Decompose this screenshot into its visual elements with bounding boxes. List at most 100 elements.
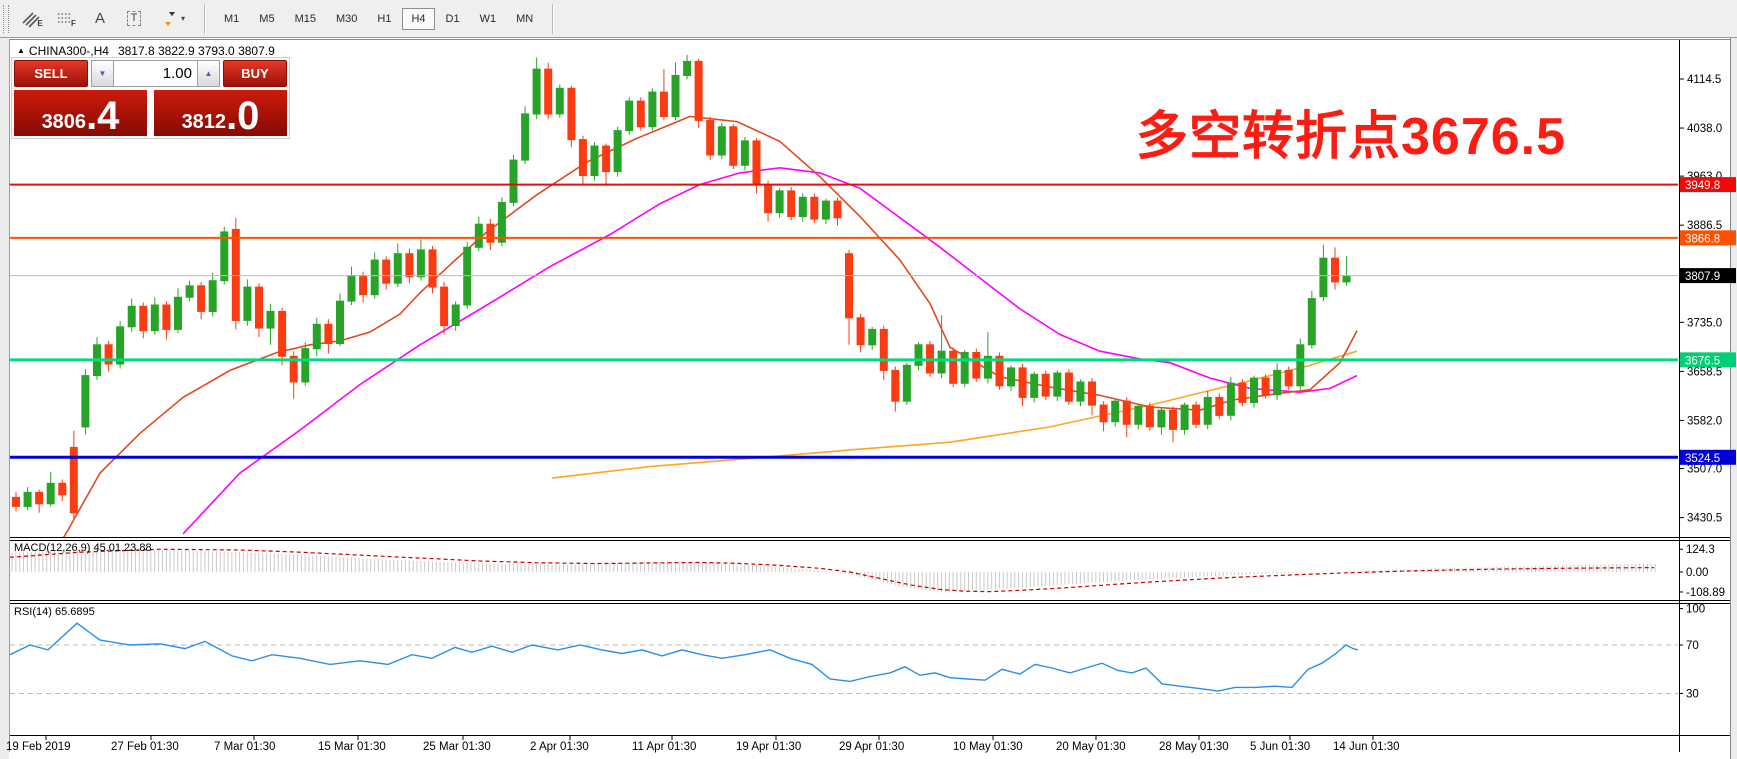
candle <box>1053 372 1062 397</box>
candle <box>972 352 981 379</box>
svg-text:3735.0: 3735.0 <box>1687 317 1722 329</box>
candle <box>312 323 321 350</box>
candle <box>648 91 657 128</box>
candle <box>775 190 784 214</box>
chevron-down-icon: ▾ <box>180 14 185 23</box>
timeframe-button-m1[interactable]: M1 <box>224 12 240 25</box>
sell-button[interactable]: SELL <box>14 60 88 87</box>
timeframe-button-m30[interactable]: M30 <box>335 12 358 25</box>
candle <box>544 68 553 115</box>
candle <box>393 253 402 284</box>
grid-dots-icon[interactable]: F <box>49 6 83 32</box>
candle <box>12 496 20 507</box>
candle <box>243 286 252 321</box>
candle <box>266 310 275 329</box>
rsi-panel-title: RSI(14) 65.6895 <box>14 606 95 618</box>
draw-hatch-icon[interactable]: E <box>15 6 49 32</box>
candle <box>879 328 888 371</box>
candle <box>220 231 229 282</box>
timeframe-button-m5[interactable]: M5 <box>259 12 275 25</box>
svg-text:19 Apr 01:30: 19 Apr 01:30 <box>736 741 801 753</box>
svg-text:14 Jun 01:30: 14 Jun 01:30 <box>1333 741 1400 753</box>
svg-text:10 May 01:30: 10 May 01:30 <box>953 741 1023 753</box>
timeframe-button-h1[interactable]: H1 <box>377 12 392 25</box>
volume-increase-button[interactable]: ▲ <box>197 60 220 87</box>
candle <box>1238 382 1247 403</box>
candle <box>150 304 159 332</box>
candle <box>833 200 842 219</box>
candle <box>451 304 460 326</box>
text-label-icon[interactable]: A <box>83 6 117 32</box>
timeframe-button-w1[interactable]: W1 <box>479 12 497 25</box>
buy-price-box[interactable]: 3812.0 <box>154 90 287 136</box>
candle <box>486 223 495 243</box>
ma-mid-magenta <box>182 166 1358 535</box>
candle <box>1296 344 1305 387</box>
candle <box>116 326 125 365</box>
candle <box>127 305 136 328</box>
candle <box>532 68 541 115</box>
svg-text:30: 30 <box>1686 689 1699 701</box>
candle <box>787 190 796 217</box>
candle <box>35 491 44 505</box>
sell-price-box[interactable]: 3806.4 <box>14 90 147 136</box>
candle <box>1331 257 1339 283</box>
pivot-annotation-text: 多空转折点3676.5 <box>1136 108 1567 166</box>
candle <box>764 184 773 214</box>
candle <box>497 201 506 243</box>
svg-text:3886.5: 3886.5 <box>1687 220 1722 232</box>
toolbar: E F A T ▾ M1 M5 M15 M30 H1 H4 D1 W1 MN <box>0 0 1737 38</box>
candle <box>1215 396 1224 416</box>
toolbar-drag-handle[interactable] <box>3 4 9 33</box>
icon-sub-f: F <box>71 19 76 28</box>
candle <box>69 446 78 514</box>
candle <box>555 87 564 115</box>
candle <box>902 364 911 402</box>
candle <box>1226 382 1235 416</box>
timeframe-button-m15[interactable]: M15 <box>294 12 316 25</box>
candle <box>740 140 749 166</box>
candle <box>81 375 90 428</box>
cursor-mode-icon[interactable]: ▾ <box>151 6 195 32</box>
timeframe-button-h4[interactable]: H4 <box>402 7 435 30</box>
svg-text:0.00: 0.00 <box>1686 567 1708 579</box>
candle <box>995 355 1004 387</box>
candle <box>1273 369 1282 396</box>
buy-button[interactable]: BUY <box>223 60 287 87</box>
candle <box>416 249 425 278</box>
candle <box>104 344 113 365</box>
level-price-label <box>1680 230 1736 246</box>
svg-text:28 May 01:30: 28 May 01:30 <box>1159 741 1229 753</box>
volume-input[interactable] <box>114 60 197 87</box>
candle <box>1099 404 1108 423</box>
svg-text:70: 70 <box>1686 640 1699 652</box>
candle <box>1030 373 1039 398</box>
volume-decrease-button[interactable]: ▼ <box>91 60 114 87</box>
candle <box>139 305 148 332</box>
collapse-triangle-icon: ▲ <box>17 46 25 55</box>
hatch-lines-icon <box>22 11 40 28</box>
candle <box>1192 404 1201 425</box>
candle <box>891 369 900 402</box>
svg-text:2 Apr 01:30: 2 Apr 01:30 <box>530 741 589 753</box>
sort-arrows-icon <box>164 11 175 26</box>
svg-text:25 Mar 01:30: 25 Mar 01:30 <box>423 741 491 753</box>
candle <box>613 130 622 173</box>
svg-text:3807.9: 3807.9 <box>1685 271 1720 283</box>
level-price-label <box>1680 449 1736 465</box>
candle <box>798 196 807 218</box>
buy-price-main: 3812 <box>181 111 227 133</box>
svg-text:20 May 01:30: 20 May 01:30 <box>1056 741 1126 753</box>
symbol-label: CHINA300-,H4 <box>28 44 109 58</box>
timeframe-button-mn[interactable]: MN <box>516 12 534 25</box>
candle <box>960 352 969 384</box>
toolbar-separator-2 <box>552 3 554 34</box>
candle <box>1111 400 1120 423</box>
timeframe-button-d1[interactable]: D1 <box>445 12 460 25</box>
candle <box>636 100 645 128</box>
candle <box>1007 367 1015 387</box>
text-box-icon[interactable]: T <box>117 6 151 32</box>
candle <box>1180 404 1189 431</box>
